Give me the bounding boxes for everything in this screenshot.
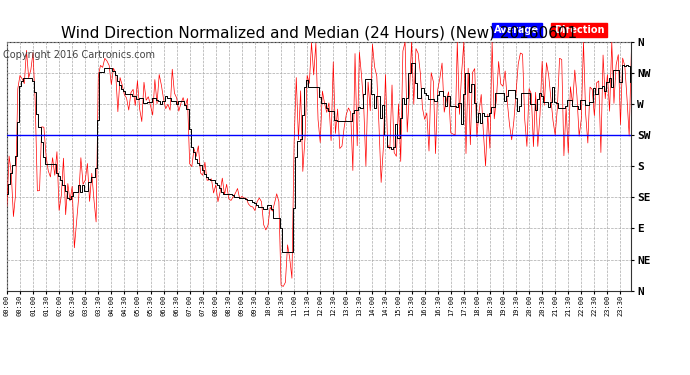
Text: Direction: Direction bbox=[554, 25, 604, 35]
Title: Wind Direction Normalized and Median (24 Hours) (New) 20160601: Wind Direction Normalized and Median (24… bbox=[61, 26, 578, 41]
Text: Copyright 2016 Cartronics.com: Copyright 2016 Cartronics.com bbox=[3, 50, 155, 60]
Text: Average: Average bbox=[494, 25, 539, 35]
